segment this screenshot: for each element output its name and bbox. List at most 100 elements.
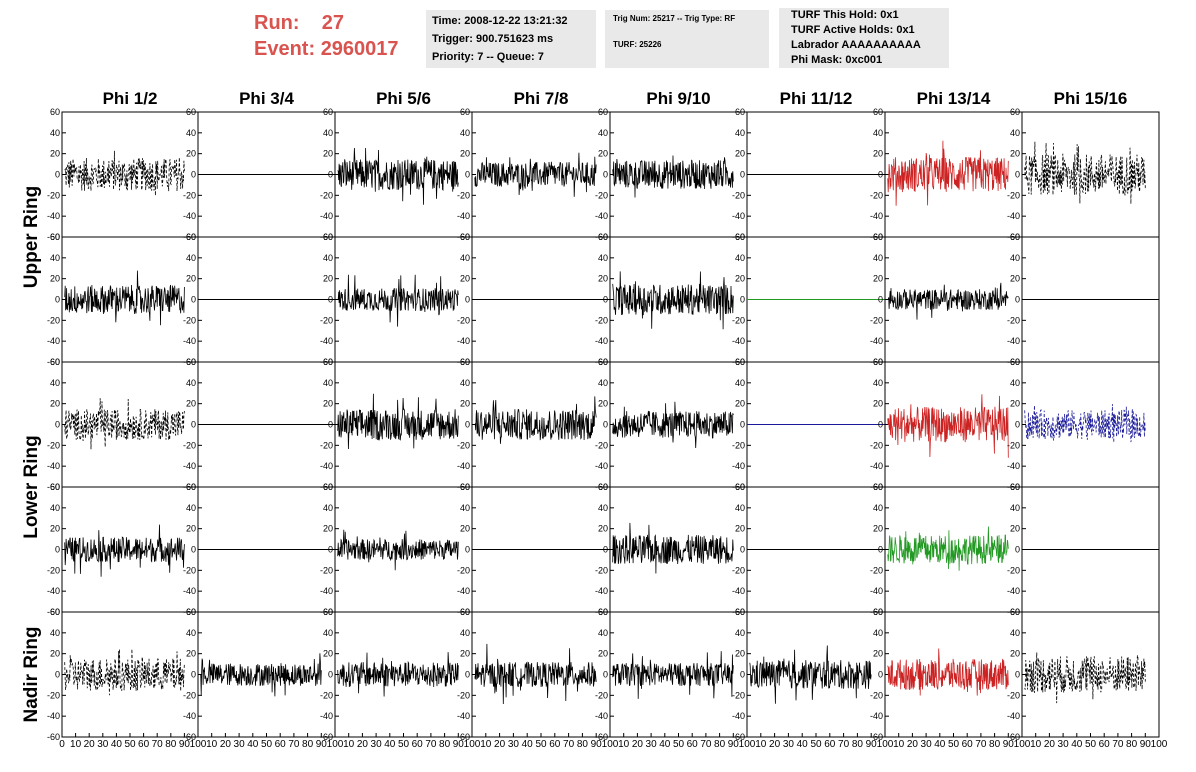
y-tick-label: 20 (460, 649, 470, 659)
y-tick-label: -40 (595, 211, 608, 221)
y-tick-label: 60 (460, 357, 470, 367)
y-tick-label: -60 (183, 732, 196, 742)
y-tick-label: 60 (598, 482, 608, 492)
waveform-trace (612, 522, 734, 574)
waveform-trace (474, 396, 597, 444)
y-tick-label: 20 (873, 274, 883, 284)
y-tick-label: -60 (47, 607, 60, 617)
y-tick-label: -40 (457, 461, 470, 471)
y-tick-label: 0 (878, 420, 883, 430)
y-tick-label: 20 (735, 524, 745, 534)
y-tick-label: 40 (460, 628, 470, 638)
x-tick-label: 20 (220, 739, 232, 750)
y-tick-label: 20 (735, 399, 745, 409)
x-tick-label: 20 (357, 739, 369, 750)
y-tick-label: 20 (1010, 274, 1020, 284)
y-tick-label: -40 (320, 461, 333, 471)
y-tick-label: -20 (1007, 190, 1020, 200)
y-tick-label: 0 (603, 670, 608, 680)
y-tick-label: 60 (460, 607, 470, 617)
y-tick-label: -20 (870, 315, 883, 325)
y-tick-label: -20 (320, 315, 333, 325)
y-tick-label: 0 (603, 420, 608, 430)
y-tick-label: -40 (595, 586, 608, 596)
y-tick-label: -40 (870, 711, 883, 721)
y-tick-label: 40 (323, 128, 333, 138)
y-tick-label: -20 (47, 690, 60, 700)
x-tick-label: 10 (755, 739, 767, 750)
x-tick-label: 100 (464, 739, 481, 750)
x-tick-label: 50 (398, 739, 410, 750)
x-tick-label: 90 (728, 739, 740, 750)
y-tick-label: 60 (186, 107, 196, 117)
y-tick-label: 60 (873, 357, 883, 367)
y-tick-label: 20 (598, 524, 608, 534)
x-tick-label: 10 (480, 739, 492, 750)
y-tick-label: -20 (183, 190, 196, 200)
event-label: Event: (254, 38, 316, 60)
y-tick-label: -40 (320, 586, 333, 596)
y-tick-label: -40 (457, 336, 470, 346)
x-tick-label: 100 (1014, 739, 1031, 750)
ring-label: Nadir Ring (21, 626, 42, 722)
x-tick-label: 90 (866, 739, 878, 750)
y-tick-label: 60 (323, 232, 333, 242)
y-tick-label: -40 (732, 586, 745, 596)
y-tick-label: 60 (598, 607, 608, 617)
y-tick-label: -40 (595, 461, 608, 471)
y-tick-label: 40 (50, 378, 60, 388)
y-tick-label: 20 (735, 649, 745, 659)
y-tick-label: 60 (1010, 607, 1020, 617)
y-tick-label: -20 (595, 440, 608, 450)
y-tick-label: 40 (735, 253, 745, 263)
y-tick-label: -40 (457, 586, 470, 596)
y-tick-label: -20 (320, 440, 333, 450)
y-tick-label: -40 (870, 336, 883, 346)
y-tick-label: -20 (320, 690, 333, 700)
y-tick-label: 40 (460, 378, 470, 388)
y-tick-label: 40 (323, 503, 333, 513)
y-tick-label: 40 (873, 503, 883, 513)
y-tick-label: 40 (50, 503, 60, 513)
waveform-trace (64, 524, 185, 577)
waveform-trace (337, 147, 459, 205)
column-header: Phi 15/16 (1054, 89, 1128, 108)
y-tick-label: 0 (191, 170, 196, 180)
y-tick-label: 60 (186, 482, 196, 492)
waveform-trace (474, 152, 597, 197)
y-tick-label: 20 (1010, 399, 1020, 409)
y-tick-label: -40 (47, 711, 60, 721)
x-tick-label: 70 (563, 739, 575, 750)
x-tick-label: 10 (893, 739, 905, 750)
y-tick-label: 60 (1010, 232, 1020, 242)
waveform-trace (1024, 141, 1146, 204)
y-tick-label: 60 (598, 232, 608, 242)
x-tick-label: 100 (1151, 739, 1168, 750)
waveform-trace (1024, 652, 1146, 704)
y-tick-label: 0 (328, 420, 333, 430)
y-tick-label: 60 (50, 607, 60, 617)
x-tick-label: 10 (343, 739, 355, 750)
y-tick-label: 60 (1010, 482, 1020, 492)
y-tick-label: 0 (55, 545, 60, 555)
y-tick-label: 20 (735, 274, 745, 284)
y-tick-label: 60 (873, 607, 883, 617)
x-tick-label: 60 (824, 739, 836, 750)
x-tick-label: 30 (921, 739, 933, 750)
y-tick-label: 60 (735, 607, 745, 617)
y-tick-label: 40 (1010, 628, 1020, 638)
y-tick-label: -20 (457, 565, 470, 575)
x-tick-label: 10 (206, 739, 218, 750)
y-tick-label: -60 (870, 732, 883, 742)
y-tick-label: 60 (873, 232, 883, 242)
x-tick-label: 20 (1044, 739, 1056, 750)
waveform-trace (337, 529, 459, 571)
y-tick-label: 0 (740, 295, 745, 305)
y-tick-label: 60 (50, 357, 60, 367)
y-tick-label: -60 (47, 732, 60, 742)
turf-hold-box: TURF This Hold: 0x1 TURF Active Holds: 0… (779, 8, 949, 68)
x-tick-label: 50 (261, 739, 273, 750)
y-tick-label: -20 (183, 690, 196, 700)
y-tick-label: -40 (183, 211, 196, 221)
y-tick-label: 20 (186, 399, 196, 409)
